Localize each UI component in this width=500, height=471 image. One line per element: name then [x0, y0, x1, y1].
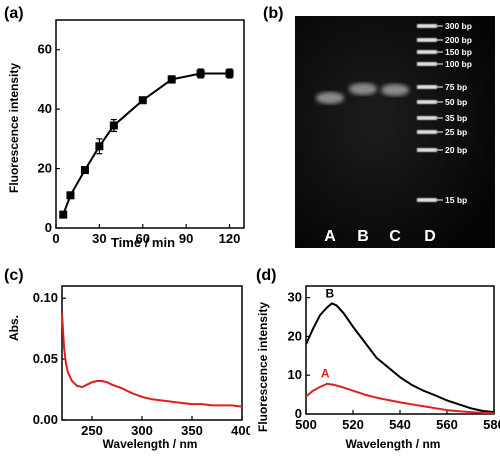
chart-a-xtick-label: 30	[92, 231, 106, 246]
chart-c-xtick-label: 400	[231, 423, 250, 438]
chart-a-xtick-label: 0	[52, 231, 59, 246]
chart-c-ytick-label: 0.10	[33, 290, 58, 305]
ladder-label: 50 bp	[445, 97, 467, 107]
chart-a-ytick-label: 40	[38, 101, 52, 116]
ladder-band	[417, 116, 437, 120]
chart-a-series-line	[62, 72, 230, 215]
chart-a-point	[109, 121, 118, 130]
panel-b-label: (b)	[263, 5, 283, 22]
chart-d-xtick-label: 520	[342, 417, 364, 432]
ladder-label: 150 bp	[445, 47, 472, 57]
gel-lane-label: D	[424, 228, 436, 245]
chart-a-point	[196, 69, 205, 78]
ladder-band	[417, 198, 437, 202]
panel-d-label: (d)	[256, 267, 276, 284]
ladder-label: 20 bp	[445, 145, 467, 155]
chart-c-frame	[61, 285, 243, 421]
chart-d-plot: (d) 500 520 540 560 580 0 10 20 30 B A Wavelength…	[256, 267, 500, 451]
ladder-label: 300 bp	[445, 21, 472, 31]
chart-d-ytick-label: 0	[295, 406, 302, 421]
ladder-band	[417, 85, 437, 89]
chart-d-series-label: A	[321, 367, 330, 381]
ladder-label: 100 bp	[445, 59, 472, 69]
chart-c-plot: (c) 250 300 350 400 0.00 0.05 0.10 Wavelength …	[4, 267, 253, 451]
panel-d: (d) 500 520 540 560 580 0 10 20 30 B A Wavelength…	[250, 262, 500, 466]
gel-image: (b) 300 bp 200 bp 150 bp 100 bp 75 bp 50 bp 35…	[263, 5, 495, 248]
chart-d-xtick-label: 580	[483, 417, 500, 432]
chart-a-plot: (a) 0 30 60 90 120 0 20 40 60 Time / min Fluores…	[4, 5, 245, 250]
chart-d-xtick-label: 560	[436, 417, 458, 432]
chart-d-xtick-label: 500	[295, 417, 317, 432]
ladder-band	[417, 50, 437, 54]
chart-c-xlabel: Wavelength / nm	[103, 437, 198, 451]
chart-a-xtick-label: 120	[219, 231, 241, 246]
chart-d-ytick-label: 10	[288, 367, 302, 382]
ladder-band	[417, 24, 437, 28]
ladder-band	[417, 148, 437, 152]
chart-d-series-label: B	[326, 286, 335, 300]
chart-d-ytick-label: 20	[288, 328, 302, 343]
ladder-label: 200 bp	[445, 35, 472, 45]
panel-c: (c) 250 300 350 400 0.00 0.05 0.10 Wavelength …	[0, 262, 253, 466]
chart-d-series-B-line	[305, 302, 495, 414]
ladder-label: 35 bp	[445, 113, 467, 123]
chart-a-ylabel: Fluorescence intensity	[7, 63, 21, 193]
gel-band-lane-C	[381, 84, 409, 96]
chart-c-series-line	[61, 312, 243, 408]
gel-lane-label: A	[324, 228, 336, 245]
chart-d-ytick-label: 30	[288, 290, 302, 305]
ladder-label: 15 bp	[445, 195, 467, 205]
chart-c-xtick-label: 300	[131, 423, 153, 438]
gel-band-lane-A	[316, 92, 344, 104]
panel-a: (a) 0 30 60 90 120 0 20 40 60 Time / min Fluores…	[0, 0, 250, 250]
ladder-band	[417, 130, 437, 134]
chart-a-ytick-label: 60	[38, 42, 52, 57]
chart-a-ytick-label: 0	[45, 220, 52, 235]
chart-d-ylabel: Fluorescence intensity	[256, 302, 270, 432]
chart-c-ytick-label: 0.00	[33, 412, 58, 427]
chart-a-xtick-label: 60	[136, 231, 150, 246]
chart-a-point	[167, 75, 176, 84]
gel-band-lane-B	[349, 83, 377, 95]
panel-b: (b) 300 bp 200 bp 150 bp 100 bp 75 bp 50 bp 35…	[255, 0, 500, 250]
chart-a-xtick-label: 90	[179, 231, 193, 246]
chart-c-ylabel: Abs.	[7, 315, 21, 341]
chart-a-point	[225, 69, 234, 78]
chart-a-point	[66, 191, 75, 200]
chart-d-xtick-label: 540	[389, 417, 411, 432]
chart-a-point	[80, 166, 89, 175]
chart-a-xlabel: Time / min	[111, 235, 175, 250]
ladder-label: 75 bp	[445, 82, 467, 92]
gel-overlay	[295, 16, 495, 248]
chart-c-xtick-label: 350	[181, 423, 203, 438]
chart-d-xlabel: Wavelength / nm	[346, 437, 441, 451]
chart-a-point	[138, 96, 147, 105]
chart-a-point	[95, 142, 104, 151]
chart-c-ytick-label: 0.05	[33, 351, 58, 366]
chart-d-series-A-line	[305, 382, 495, 415]
chart-a-point	[59, 210, 68, 219]
chart-c-xtick-label: 250	[81, 423, 103, 438]
panel-a-label: (a)	[4, 5, 24, 22]
chart-a-frame	[55, 19, 245, 229]
gel-lane-label: C	[389, 228, 401, 245]
ladder-band	[417, 100, 437, 104]
gel-lane-label: B	[357, 228, 369, 245]
ladder-band	[417, 62, 437, 66]
panel-c-label: (c)	[4, 267, 24, 284]
ladder-band	[417, 38, 437, 42]
ladder-label: 25 bp	[445, 127, 467, 137]
chart-a-ytick-label: 20	[38, 161, 52, 176]
